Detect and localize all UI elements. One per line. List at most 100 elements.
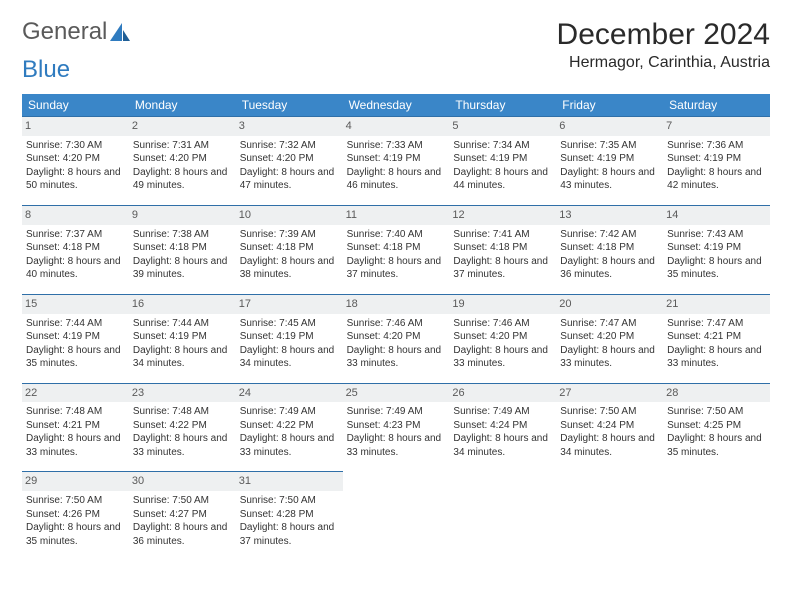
sunrise-text: Sunrise: 7:44 AM [133, 317, 232, 331]
calendar-cell: 19Sunrise: 7:46 AMSunset: 4:20 PMDayligh… [449, 294, 556, 377]
sunset-text: Sunset: 4:20 PM [347, 330, 446, 344]
sunrise-text: Sunrise: 7:43 AM [667, 228, 766, 242]
sunrise-text: Sunrise: 7:47 AM [560, 317, 659, 331]
sunset-text: Sunset: 4:18 PM [560, 241, 659, 255]
sunrise-text: Sunrise: 7:41 AM [453, 228, 552, 242]
calendar-cell: 21Sunrise: 7:47 AMSunset: 4:21 PMDayligh… [663, 294, 770, 377]
sunrise-text: Sunrise: 7:50 AM [133, 494, 232, 508]
calendar-cell: 20Sunrise: 7:47 AMSunset: 4:20 PMDayligh… [556, 294, 663, 377]
daylight-text: Daylight: 8 hours and 34 minutes. [560, 432, 659, 459]
month-title: December 2024 [557, 18, 770, 52]
logo-text-blue: Blue [22, 56, 70, 84]
calendar-cell: 6Sunrise: 7:35 AMSunset: 4:19 PMDaylight… [556, 116, 663, 199]
calendar-cell: 9Sunrise: 7:38 AMSunset: 4:18 PMDaylight… [129, 205, 236, 288]
sunrise-text: Sunrise: 7:44 AM [26, 317, 125, 331]
sunset-text: Sunset: 4:26 PM [26, 508, 125, 522]
calendar-cell: 8Sunrise: 7:37 AMSunset: 4:18 PMDaylight… [22, 205, 129, 288]
logo-sail-icon [109, 22, 131, 42]
calendar-cell-empty [556, 471, 663, 554]
calendar-cell: 28Sunrise: 7:50 AMSunset: 4:25 PMDayligh… [663, 383, 770, 466]
day-number: 9 [129, 206, 236, 225]
calendar-cell: 1Sunrise: 7:30 AMSunset: 4:20 PMDaylight… [22, 116, 129, 199]
sunrise-text: Sunrise: 7:33 AM [347, 139, 446, 153]
sunrise-text: Sunrise: 7:37 AM [26, 228, 125, 242]
daylight-text: Daylight: 8 hours and 35 minutes. [667, 432, 766, 459]
calendar-cell: 2Sunrise: 7:31 AMSunset: 4:20 PMDaylight… [129, 116, 236, 199]
daylight-text: Daylight: 8 hours and 36 minutes. [133, 521, 232, 548]
sunrise-text: Sunrise: 7:38 AM [133, 228, 232, 242]
daylight-text: Daylight: 8 hours and 33 minutes. [560, 344, 659, 371]
calendar-grid: SundayMondayTuesdayWednesdayThursdayFrid… [22, 94, 770, 554]
day-header: Wednesday [343, 94, 450, 116]
sunrise-text: Sunrise: 7:50 AM [560, 405, 659, 419]
daylight-text: Daylight: 8 hours and 33 minutes. [26, 432, 125, 459]
sunrise-text: Sunrise: 7:32 AM [240, 139, 339, 153]
calendar-cell: 27Sunrise: 7:50 AMSunset: 4:24 PMDayligh… [556, 383, 663, 466]
sunrise-text: Sunrise: 7:50 AM [240, 494, 339, 508]
daylight-text: Daylight: 8 hours and 38 minutes. [240, 255, 339, 282]
sunrise-text: Sunrise: 7:49 AM [240, 405, 339, 419]
daylight-text: Daylight: 8 hours and 35 minutes. [667, 255, 766, 282]
calendar-cell: 14Sunrise: 7:43 AMSunset: 4:19 PMDayligh… [663, 205, 770, 288]
daylight-text: Daylight: 8 hours and 34 minutes. [240, 344, 339, 371]
calendar-cell-empty [663, 471, 770, 554]
daylight-text: Daylight: 8 hours and 47 minutes. [240, 166, 339, 193]
sunset-text: Sunset: 4:23 PM [347, 419, 446, 433]
calendar-cell: 7Sunrise: 7:36 AMSunset: 4:19 PMDaylight… [663, 116, 770, 199]
sunrise-text: Sunrise: 7:47 AM [667, 317, 766, 331]
sunrise-text: Sunrise: 7:45 AM [240, 317, 339, 331]
sunset-text: Sunset: 4:22 PM [133, 419, 232, 433]
day-number: 8 [22, 206, 129, 225]
daylight-text: Daylight: 8 hours and 40 minutes. [26, 255, 125, 282]
day-number: 28 [663, 384, 770, 403]
day-number: 4 [343, 117, 450, 136]
day-header: Friday [556, 94, 663, 116]
calendar-cell: 18Sunrise: 7:46 AMSunset: 4:20 PMDayligh… [343, 294, 450, 377]
sunset-text: Sunset: 4:24 PM [453, 419, 552, 433]
sunrise-text: Sunrise: 7:30 AM [26, 139, 125, 153]
daylight-text: Daylight: 8 hours and 36 minutes. [560, 255, 659, 282]
calendar-cell: 30Sunrise: 7:50 AMSunset: 4:27 PMDayligh… [129, 471, 236, 554]
day-number: 15 [22, 295, 129, 314]
day-number: 19 [449, 295, 556, 314]
calendar-cell: 29Sunrise: 7:50 AMSunset: 4:26 PMDayligh… [22, 471, 129, 554]
calendar-cell: 17Sunrise: 7:45 AMSunset: 4:19 PMDayligh… [236, 294, 343, 377]
sunrise-text: Sunrise: 7:42 AM [560, 228, 659, 242]
sunrise-text: Sunrise: 7:40 AM [347, 228, 446, 242]
daylight-text: Daylight: 8 hours and 33 minutes. [347, 344, 446, 371]
calendar-cell: 15Sunrise: 7:44 AMSunset: 4:19 PMDayligh… [22, 294, 129, 377]
sunset-text: Sunset: 4:20 PM [26, 152, 125, 166]
day-number: 13 [556, 206, 663, 225]
sunset-text: Sunset: 4:20 PM [133, 152, 232, 166]
sunset-text: Sunset: 4:25 PM [667, 419, 766, 433]
daylight-text: Daylight: 8 hours and 37 minutes. [240, 521, 339, 548]
sunset-text: Sunset: 4:19 PM [453, 152, 552, 166]
daylight-text: Daylight: 8 hours and 49 minutes. [133, 166, 232, 193]
sunset-text: Sunset: 4:19 PM [133, 330, 232, 344]
calendar-cell: 31Sunrise: 7:50 AMSunset: 4:28 PMDayligh… [236, 471, 343, 554]
calendar-cell: 13 Sunrise: 7:42 AMSunset: 4:18 PMDayligh… [556, 205, 663, 288]
daylight-text: Daylight: 8 hours and 35 minutes. [26, 344, 125, 371]
calendar-cell: 5Sunrise: 7:34 AMSunset: 4:19 PMDaylight… [449, 116, 556, 199]
sunset-text: Sunset: 4:19 PM [347, 152, 446, 166]
sunrise-text: Sunrise: 7:49 AM [347, 405, 446, 419]
day-number: 12 [449, 206, 556, 225]
title-block: December 2024 Hermagor, Carinthia, Austr… [557, 18, 770, 72]
calendar-cell: 22Sunrise: 7:48 AMSunset: 4:21 PMDayligh… [22, 383, 129, 466]
day-number: 26 [449, 384, 556, 403]
calendar-cell: 25Sunrise: 7:49 AMSunset: 4:23 PMDayligh… [343, 383, 450, 466]
sunset-text: Sunset: 4:21 PM [26, 419, 125, 433]
daylight-text: Daylight: 8 hours and 33 minutes. [240, 432, 339, 459]
day-header: Thursday [449, 94, 556, 116]
sunrise-text: Sunrise: 7:31 AM [133, 139, 232, 153]
day-number: 21 [663, 295, 770, 314]
sunset-text: Sunset: 4:18 PM [453, 241, 552, 255]
sunset-text: Sunset: 4:20 PM [453, 330, 552, 344]
day-number: 5 [449, 117, 556, 136]
day-number: 16 [129, 295, 236, 314]
day-number: 7 [663, 117, 770, 136]
day-header: Tuesday [236, 94, 343, 116]
daylight-text: Daylight: 8 hours and 44 minutes. [453, 166, 552, 193]
sunset-text: Sunset: 4:28 PM [240, 508, 339, 522]
daylight-text: Daylight: 8 hours and 34 minutes. [453, 432, 552, 459]
